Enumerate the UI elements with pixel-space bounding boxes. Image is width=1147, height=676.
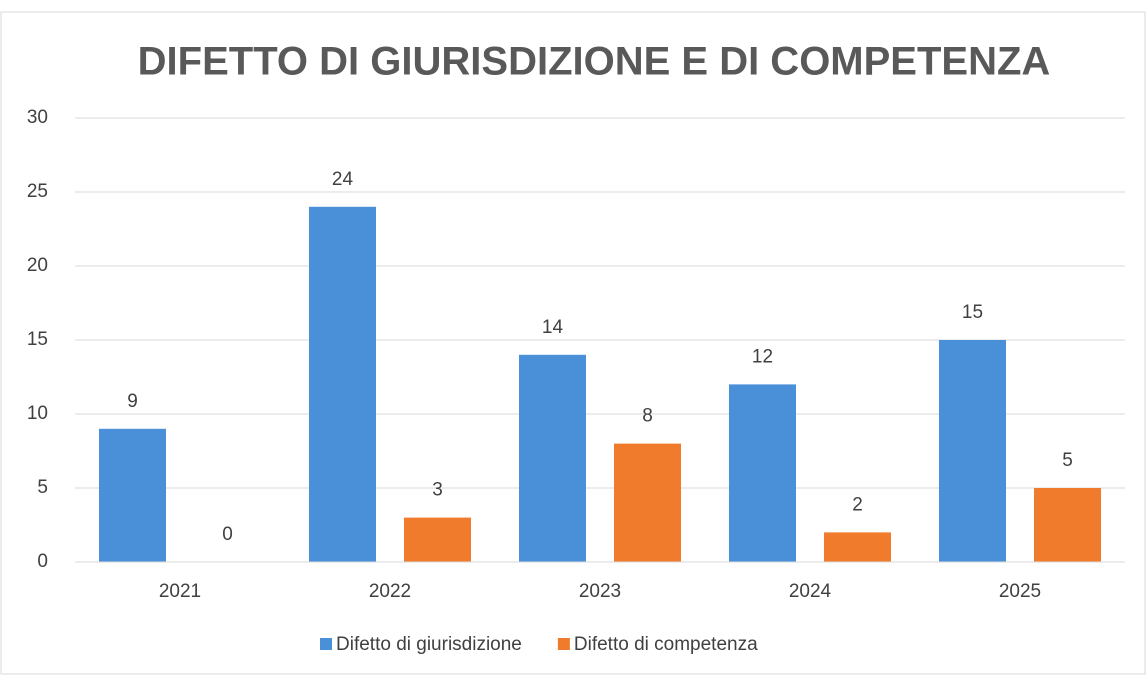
data-label: 24: [332, 169, 354, 190]
bar: [824, 532, 891, 562]
chart-title: DIFETTO DI GIURISDIZIONE E DI COMPETENZA: [138, 40, 1051, 84]
bar: [614, 443, 681, 562]
y-tick-label: 30: [27, 107, 48, 128]
x-tick-label: 2023: [579, 581, 621, 602]
data-label: 0: [222, 524, 233, 545]
y-tick-label: 10: [27, 403, 48, 424]
y-tick-label: 25: [27, 181, 48, 202]
data-label: 14: [542, 317, 564, 338]
legend-swatch: [320, 638, 332, 650]
data-label: 9: [127, 391, 138, 412]
bar: [309, 206, 376, 563]
y-tick-label: 0: [37, 551, 48, 572]
data-label: 3: [432, 480, 443, 501]
x-tick-label: 2025: [999, 581, 1041, 602]
y-tick-label: 5: [37, 477, 48, 498]
legend-swatch: [557, 638, 570, 650]
data-label: 12: [752, 346, 773, 367]
y-tick-label: 20: [27, 255, 48, 276]
bar: [729, 384, 796, 562]
data-label: 8: [642, 406, 653, 427]
bar: [1034, 488, 1101, 562]
bar: [404, 517, 471, 562]
x-tick-label: 2024: [789, 581, 832, 602]
x-tick-label: 2021: [159, 581, 201, 602]
legend-label: Difetto di giurisdizione: [336, 634, 522, 655]
data-label: 15: [962, 302, 983, 323]
y-tick-label: 15: [27, 329, 48, 350]
data-label: 2: [852, 494, 863, 515]
bar: [939, 340, 1006, 562]
bar: [519, 354, 586, 562]
bar: [99, 428, 166, 562]
x-tick-label: 2022: [369, 581, 411, 602]
data-label: 5: [1062, 450, 1073, 471]
legend-label: Difetto di competenza: [574, 634, 758, 655]
